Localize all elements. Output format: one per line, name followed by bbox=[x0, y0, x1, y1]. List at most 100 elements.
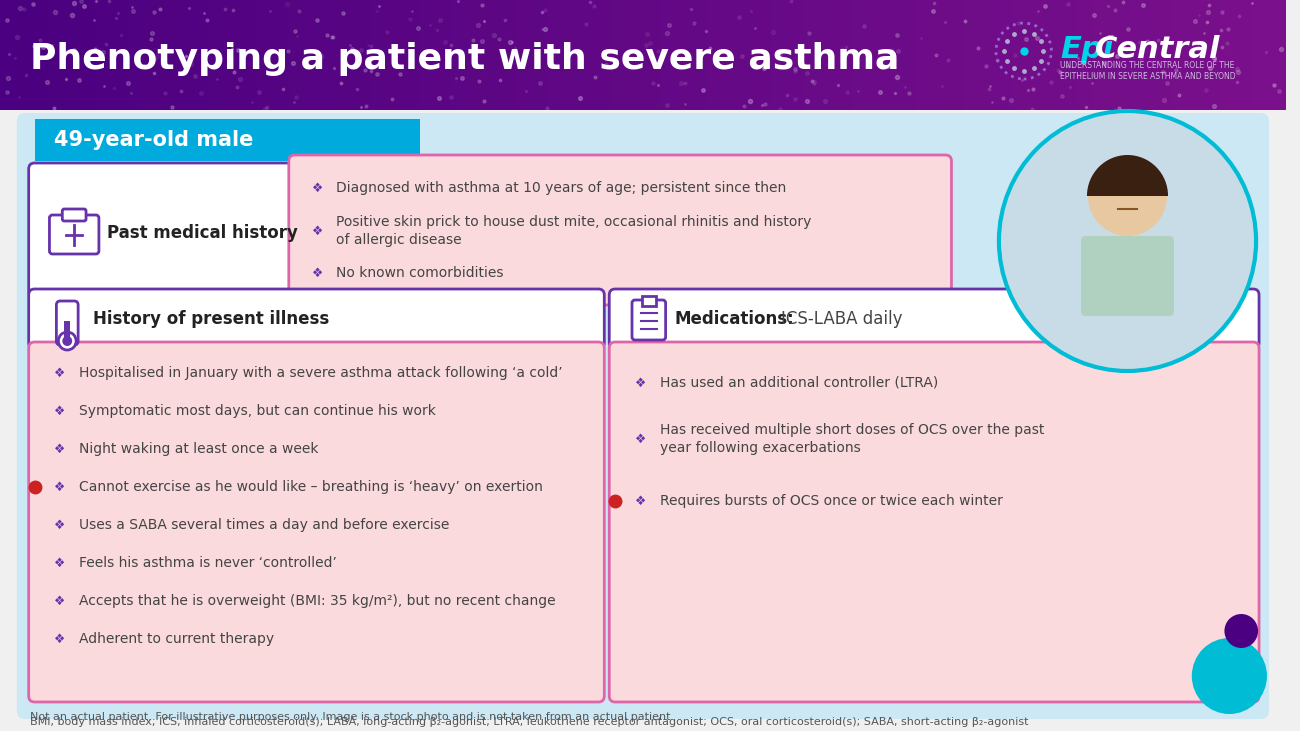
Bar bbox=[723, 0, 740, 110]
Bar bbox=[1238, 0, 1254, 110]
Bar bbox=[578, 0, 595, 110]
Text: Positive skin prick to house dust mite, occasional rhinitis and history
of aller: Positive skin prick to house dust mite, … bbox=[337, 215, 811, 247]
Bar bbox=[1173, 0, 1191, 110]
FancyBboxPatch shape bbox=[610, 342, 1258, 702]
Bar bbox=[1028, 0, 1045, 110]
Text: ❖: ❖ bbox=[55, 518, 65, 531]
Bar bbox=[530, 0, 547, 110]
Bar bbox=[916, 0, 933, 110]
Bar bbox=[627, 0, 644, 110]
Bar bbox=[675, 0, 692, 110]
FancyBboxPatch shape bbox=[610, 289, 1258, 349]
Bar bbox=[644, 0, 660, 110]
Bar bbox=[177, 0, 194, 110]
Bar bbox=[1190, 0, 1206, 110]
Text: Medications:: Medications: bbox=[675, 310, 794, 328]
Bar bbox=[467, 0, 484, 110]
Bar bbox=[338, 0, 355, 110]
Bar bbox=[868, 0, 885, 110]
Bar bbox=[450, 0, 467, 110]
FancyBboxPatch shape bbox=[29, 342, 604, 702]
Text: Hospitalised in January with a severe asthma attack following ‘a cold’: Hospitalised in January with a severe as… bbox=[79, 366, 563, 380]
FancyBboxPatch shape bbox=[1082, 236, 1174, 316]
Bar bbox=[803, 0, 820, 110]
Bar bbox=[611, 0, 628, 110]
Circle shape bbox=[998, 111, 1256, 371]
Bar bbox=[771, 0, 789, 110]
Circle shape bbox=[62, 336, 73, 346]
Bar bbox=[1222, 0, 1239, 110]
Bar bbox=[932, 0, 949, 110]
FancyBboxPatch shape bbox=[62, 209, 86, 221]
Bar bbox=[965, 0, 982, 110]
Wedge shape bbox=[1087, 155, 1169, 196]
Bar bbox=[144, 0, 161, 110]
Bar bbox=[257, 0, 274, 110]
Circle shape bbox=[1088, 156, 1167, 236]
Bar bbox=[755, 0, 772, 110]
Text: ❖: ❖ bbox=[312, 181, 322, 194]
Bar bbox=[852, 0, 868, 110]
FancyBboxPatch shape bbox=[49, 215, 99, 254]
Text: Requires bursts of OCS once or twice each winter: Requires bursts of OCS once or twice eac… bbox=[659, 494, 1002, 508]
Bar bbox=[515, 0, 532, 110]
Text: Diagnosed with asthma at 10 years of age; persistent since then: Diagnosed with asthma at 10 years of age… bbox=[337, 181, 786, 195]
Text: ❖: ❖ bbox=[55, 404, 65, 417]
Text: Symptomatic most days, but can continue his work: Symptomatic most days, but can continue … bbox=[79, 404, 436, 418]
Bar bbox=[1253, 0, 1270, 110]
Circle shape bbox=[1225, 614, 1258, 648]
Text: ❖: ❖ bbox=[634, 376, 646, 390]
Bar bbox=[161, 0, 178, 110]
Bar bbox=[354, 0, 370, 110]
Bar bbox=[96, 0, 113, 110]
Text: BMI, body mass index; ICS, inhaled corticosteroid(s); LABA, long-acting β₂-agoni: BMI, body mass index; ICS, inhaled corti… bbox=[30, 717, 1028, 727]
Text: Accepts that he is overweight (BMI: 35 kg/m²), but no recent change: Accepts that he is overweight (BMI: 35 k… bbox=[79, 594, 555, 608]
Bar bbox=[1205, 0, 1222, 110]
Bar bbox=[820, 0, 837, 110]
Text: History of present illness: History of present illness bbox=[94, 310, 329, 328]
Text: ❖: ❖ bbox=[55, 366, 65, 379]
Text: Central: Central bbox=[1095, 34, 1221, 64]
Bar bbox=[209, 0, 226, 110]
Text: Not an actual patient. For illustrative purposes only. Image is a stock photo an: Not an actual patient. For illustrative … bbox=[30, 712, 671, 722]
Circle shape bbox=[58, 332, 77, 350]
Bar bbox=[900, 0, 916, 110]
FancyBboxPatch shape bbox=[56, 301, 78, 345]
Bar bbox=[1141, 0, 1158, 110]
Bar bbox=[32, 0, 49, 110]
Text: ❖: ❖ bbox=[312, 224, 322, 238]
Bar bbox=[707, 0, 724, 110]
Bar bbox=[386, 0, 403, 110]
Bar bbox=[1124, 0, 1143, 110]
Bar bbox=[290, 0, 307, 110]
Bar bbox=[64, 0, 82, 110]
Bar bbox=[16, 0, 32, 110]
Text: ❖: ❖ bbox=[55, 594, 65, 607]
Text: Has received multiple short doses of OCS over the past
year following exacerbati: Has received multiple short doses of OCS… bbox=[659, 423, 1044, 455]
Bar bbox=[692, 0, 708, 110]
Text: Phenotyping a patient with severe asthma: Phenotyping a patient with severe asthma bbox=[30, 42, 900, 76]
Bar bbox=[113, 0, 130, 110]
Bar bbox=[1270, 0, 1287, 110]
FancyBboxPatch shape bbox=[289, 155, 952, 305]
Bar bbox=[482, 0, 499, 110]
Text: No known comorbidities: No known comorbidities bbox=[337, 266, 504, 280]
Bar bbox=[129, 0, 146, 110]
Bar bbox=[740, 0, 757, 110]
Bar bbox=[948, 0, 966, 110]
Bar bbox=[402, 0, 419, 110]
Text: ❖: ❖ bbox=[312, 267, 322, 279]
Bar bbox=[81, 0, 98, 110]
Bar bbox=[884, 0, 901, 110]
Bar bbox=[0, 0, 17, 110]
Bar bbox=[1045, 0, 1062, 110]
Bar bbox=[659, 0, 676, 110]
Text: Has used an additional controller (LTRA): Has used an additional controller (LTRA) bbox=[659, 376, 937, 390]
FancyBboxPatch shape bbox=[642, 296, 655, 306]
Text: Feels his asthma is never ‘controlled’: Feels his asthma is never ‘controlled’ bbox=[79, 556, 337, 570]
Bar bbox=[980, 0, 997, 110]
Text: ❖: ❖ bbox=[55, 632, 65, 645]
Bar bbox=[192, 0, 209, 110]
Bar bbox=[1061, 0, 1078, 110]
Circle shape bbox=[1192, 638, 1268, 714]
